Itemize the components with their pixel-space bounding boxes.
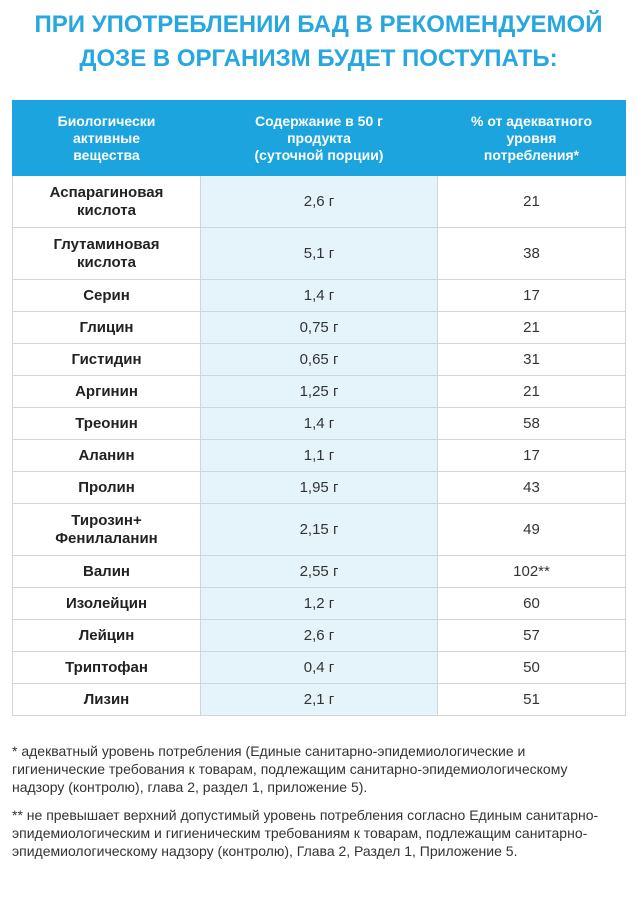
value-cell: 5,1 г xyxy=(200,227,438,280)
table-row: Глутаминовая кислота 5,1 г 38 xyxy=(12,227,626,280)
table-body: Аспарагиновая кислота 2,6 г 21 Глутаминовая… xyxy=(12,175,626,716)
table-row: Аланин 1,1 г 17 xyxy=(12,439,626,472)
value-cell: 2,6 г xyxy=(200,619,438,652)
value-cell: 1,1 г xyxy=(200,439,438,472)
substance-cell: Лизин xyxy=(12,683,201,716)
value-cell: 50 xyxy=(437,651,626,684)
value-cell: 21 xyxy=(437,375,626,408)
table-row: Аспарагиновая кислота 2,6 г 21 xyxy=(12,175,626,228)
table-row: Тирозин+ Фенилаланин 2,15 г 49 xyxy=(12,503,626,556)
table-row: Лейцин 2,6 г 57 xyxy=(12,619,626,652)
value-cell: 1,2 г xyxy=(200,587,438,620)
substance-cell: Глицин xyxy=(12,311,201,344)
value-cell: 38 xyxy=(437,227,626,280)
value-cell: 43 xyxy=(437,471,626,504)
value-cell: 1,4 г xyxy=(200,407,438,440)
value-cell: 17 xyxy=(437,279,626,312)
value-cell: 102** xyxy=(437,555,626,588)
substance-cell: Тирозин+ Фенилаланин xyxy=(12,503,201,556)
value-cell: 0,75 г xyxy=(200,311,438,344)
value-cell: 21 xyxy=(437,311,626,344)
value-cell: 49 xyxy=(437,503,626,556)
table: Биологически активные вещества Содержание… xyxy=(12,100,626,716)
value-cell: 2,1 г xyxy=(200,683,438,716)
table-row: Лизин 2,1 г 51 xyxy=(12,683,626,716)
table-row: Валин 2,55 г 102** xyxy=(12,555,626,588)
title: ПРИ УПОТРЕБЛЕНИИ БАД В РЕКОМЕНДУЕМОЙ ДОЗ… xyxy=(34,11,603,72)
substance-cell: Аланин xyxy=(12,439,201,472)
substance-cell: Пролин xyxy=(12,471,201,504)
value-cell: 2,15 г xyxy=(200,503,438,556)
value-cell: 2,6 г xyxy=(200,175,438,228)
substance-cell: Изолейцин xyxy=(12,587,201,620)
substance-cell: Серин xyxy=(12,279,201,312)
table-row: Серин 1,4 г 17 xyxy=(12,279,626,312)
value-cell: 57 xyxy=(437,619,626,652)
column-header: % от адекватного уровня потребления* xyxy=(437,100,626,176)
value-cell: 2,55 г xyxy=(200,555,438,588)
substance-cell: Треонин xyxy=(12,407,201,440)
value-cell: 17 xyxy=(437,439,626,472)
value-cell: 0,4 г xyxy=(200,651,438,684)
table-row: Аргинин 1,25 г 21 xyxy=(12,375,626,408)
table-row: Пролин 1,95 г 43 xyxy=(12,471,626,504)
column-header: Биологически активные вещества xyxy=(12,100,201,176)
table-row: Треонин 1,4 г 58 xyxy=(12,407,626,440)
value-cell: 21 xyxy=(437,175,626,228)
value-cell: 0,65 г xyxy=(200,343,438,376)
substance-cell: Глутаминовая кислота xyxy=(12,227,201,280)
value-cell: 31 xyxy=(437,343,626,376)
substance-cell: Валин xyxy=(12,555,201,588)
value-cell: 1,25 г xyxy=(200,375,438,408)
substance-cell: Лейцин xyxy=(12,619,201,652)
table-row: Гистидин 0,65 г 31 xyxy=(12,343,626,376)
value-cell: 60 xyxy=(437,587,626,620)
value-cell: 1,95 г xyxy=(200,471,438,504)
substance-cell: Аргинин xyxy=(12,375,201,408)
column-header: Содержание в 50 г продукта (суточной пор… xyxy=(200,100,438,176)
value-cell: 1,4 г xyxy=(200,279,438,312)
value-cell: 58 xyxy=(437,407,626,440)
table-row: Триптофан 0,4 г 50 xyxy=(12,651,626,684)
footnote: ** не превышает верхний допустимый урове… xyxy=(12,807,599,859)
substance-cell: Гистидин xyxy=(12,343,201,376)
value-cell: 51 xyxy=(437,683,626,716)
footnote: * адекватный уровень потребления (Единые… xyxy=(12,743,568,795)
table-row: Глицин 0,75 г 21 xyxy=(12,311,626,344)
header-row: Биологически активные вещества Содержание… xyxy=(12,100,626,176)
substance-cell: Триптофан xyxy=(12,651,201,684)
substance-cell: Аспарагиновая кислота xyxy=(12,175,201,228)
table-row: Изолейцин 1,2 г 60 xyxy=(12,587,626,620)
